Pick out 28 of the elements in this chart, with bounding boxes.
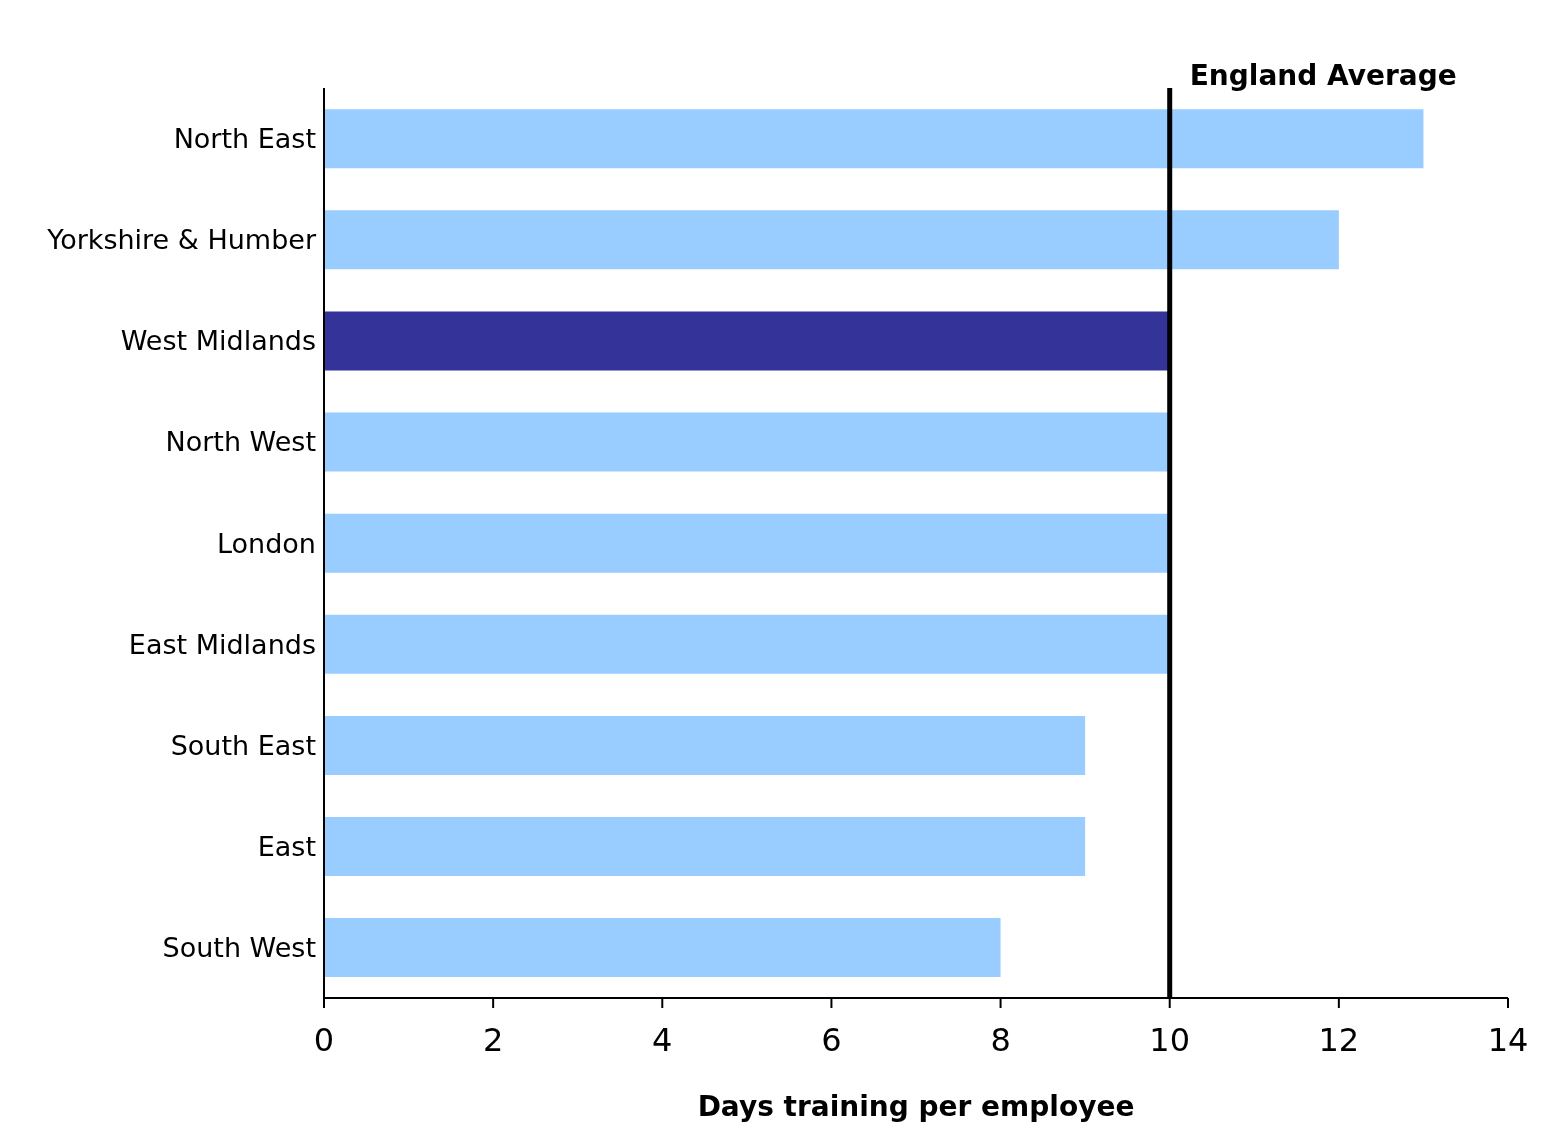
y-tick-label: West Midlands xyxy=(120,325,316,357)
bar xyxy=(324,513,1170,573)
y-tick-label: East xyxy=(257,830,316,862)
y-tick-label: London xyxy=(217,527,316,559)
x-tick-label: 14 xyxy=(1487,1020,1529,1059)
bar xyxy=(324,412,1170,472)
bar xyxy=(324,817,1086,877)
bar xyxy=(324,109,1424,169)
x-axis-title: Days training per employee xyxy=(697,1090,1135,1123)
y-tick-label: South West xyxy=(162,932,316,964)
x-tick-label: 4 xyxy=(652,1020,673,1059)
x-tick-label: 10 xyxy=(1149,1020,1191,1059)
x-tick-label: 8 xyxy=(990,1020,1011,1059)
x-tick-label: 6 xyxy=(821,1020,842,1059)
y-tick-label: Yorkshire & Humber xyxy=(46,224,317,256)
bar xyxy=(324,311,1170,371)
x-tick-label: 2 xyxy=(482,1020,504,1059)
y-tick-label: East Midlands xyxy=(128,628,316,660)
y-tick-label: North East xyxy=(173,123,316,155)
y-tick-label: South East xyxy=(170,729,316,761)
bar xyxy=(324,918,1001,978)
bar xyxy=(324,614,1170,674)
bar xyxy=(324,715,1086,775)
x-tick-label: 12 xyxy=(1318,1020,1360,1059)
ref-line-label: England Average xyxy=(1189,59,1457,92)
x-tick-label: 0 xyxy=(313,1020,335,1059)
y-tick-label: North West xyxy=(165,426,316,458)
bar xyxy=(324,210,1339,270)
